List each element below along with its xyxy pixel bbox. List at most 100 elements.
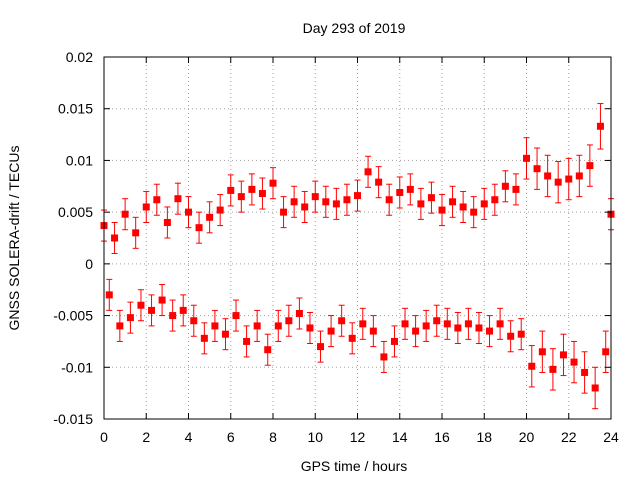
- data-point: [158, 296, 166, 304]
- data-point: [142, 203, 150, 211]
- data-point: [322, 198, 330, 206]
- data-point: [417, 200, 425, 208]
- data-point: [317, 343, 325, 351]
- data-point: [364, 168, 372, 176]
- chart-title: Day 293 of 2019: [303, 20, 406, 36]
- data-point: [496, 320, 504, 328]
- data-point: [517, 330, 525, 338]
- data-point: [501, 182, 509, 190]
- x-tick-label: 14: [392, 429, 408, 445]
- data-point: [348, 334, 356, 342]
- x-tick-label: 16: [434, 429, 450, 445]
- data-point: [470, 208, 478, 216]
- data-point: [116, 322, 124, 330]
- data-point: [148, 306, 156, 314]
- data-point: [375, 178, 383, 186]
- x-tick-label: 20: [519, 429, 535, 445]
- data-point: [269, 179, 277, 187]
- data-point: [596, 122, 604, 130]
- data-point: [449, 198, 457, 206]
- data-point: [163, 218, 171, 226]
- x-tick-label: 24: [603, 429, 619, 445]
- data-point: [528, 362, 536, 370]
- data-point: [174, 195, 182, 203]
- data-point: [380, 353, 388, 361]
- data-point: [195, 224, 203, 232]
- x-tick-label: 12: [350, 429, 366, 445]
- y-tick-label: 0.01: [66, 152, 93, 168]
- data-point: [359, 320, 367, 328]
- data-point: [306, 324, 314, 332]
- data-point: [132, 229, 140, 237]
- y-tick-label: 0.005: [58, 204, 93, 220]
- data-point: [491, 196, 499, 204]
- data-point: [179, 306, 187, 314]
- x-axis-label: GPS time / hours: [301, 458, 408, 474]
- data-point: [311, 193, 319, 201]
- data-point: [243, 337, 251, 345]
- data-point: [280, 208, 288, 216]
- y-tick-label: 0: [85, 256, 93, 272]
- data-point: [565, 175, 573, 183]
- data-point: [121, 210, 129, 218]
- data-point: [581, 368, 589, 376]
- data-point: [464, 320, 472, 328]
- x-tick-label: 4: [185, 429, 193, 445]
- data-point: [264, 346, 272, 354]
- data-point: [301, 203, 309, 211]
- x-tick-label: 2: [142, 429, 150, 445]
- data-point: [549, 365, 557, 373]
- y-tick-label: -0.015: [53, 411, 93, 427]
- data-point: [390, 337, 398, 345]
- x-tick-label: 10: [307, 429, 323, 445]
- data-point: [153, 196, 161, 204]
- data-point: [185, 208, 192, 216]
- data-point: [232, 312, 240, 320]
- x-tick-label: 18: [476, 429, 492, 445]
- y-axis-label: GNSS SOLERA-drift / TECUs: [6, 146, 22, 331]
- data-point: [200, 334, 208, 342]
- data-point: [290, 198, 298, 206]
- data-point: [544, 172, 552, 180]
- data-point: [237, 193, 245, 201]
- y-tick-label: -0.005: [53, 308, 93, 324]
- data-point: [412, 327, 420, 335]
- y-tick-label: -0.01: [61, 359, 93, 375]
- data-point: [523, 154, 530, 162]
- data-point: [559, 351, 567, 359]
- data-point: [454, 324, 462, 332]
- data-point: [206, 213, 214, 221]
- data-point: [575, 172, 583, 180]
- data-point: [533, 165, 541, 173]
- data-point: [285, 317, 293, 325]
- x-tick-label: 0: [100, 429, 108, 445]
- data-point: [570, 358, 578, 366]
- data-point: [443, 320, 451, 328]
- data-point: [401, 320, 409, 328]
- data-point: [354, 192, 361, 200]
- data-point: [248, 185, 256, 193]
- data-point: [253, 322, 261, 330]
- data-point: [554, 178, 562, 186]
- data-point: [538, 348, 546, 356]
- data-point: [169, 312, 177, 320]
- data-point: [327, 327, 335, 335]
- data-point: [126, 314, 134, 322]
- data-point: [475, 324, 483, 332]
- data-point: [369, 327, 377, 335]
- data-point: [385, 196, 393, 204]
- data-point: [438, 206, 446, 214]
- data-point: [274, 322, 282, 330]
- data-point: [216, 206, 224, 214]
- data-point: [227, 186, 235, 194]
- data-point: [295, 310, 303, 318]
- tick-layer: 0 2 4 6 8 10 12 14 16 18 20 22 24-0.015-0.01-0.00500…: [53, 49, 619, 445]
- data-point: [406, 185, 414, 193]
- data-point: [586, 162, 594, 170]
- data-point: [338, 317, 346, 325]
- data-point: [105, 291, 113, 299]
- data-point: [332, 200, 340, 208]
- data-point: [221, 330, 229, 338]
- data-point: [111, 234, 119, 242]
